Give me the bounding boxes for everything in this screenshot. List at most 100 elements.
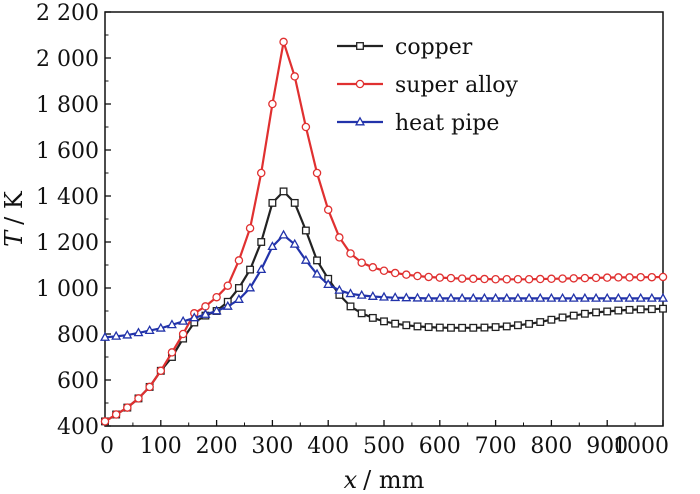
data-point-copper [491, 323, 500, 332]
series-heat-pipe [99, 229, 669, 341]
data-point-super-alloy [502, 275, 512, 284]
data-point-super-alloy [491, 275, 500, 284]
data-point-heat-pipe [222, 300, 233, 310]
data-point-super-alloy [379, 266, 389, 275]
data-point-heat-pipe [122, 329, 133, 339]
x-tick-label: 500 [363, 434, 405, 459]
data-point-copper [357, 309, 366, 318]
data-point-super-alloy [145, 382, 154, 392]
data-point-super-alloy [167, 348, 177, 357]
data-point-copper [290, 198, 299, 207]
data-point-heat-pipe [345, 288, 356, 298]
data-point-super-alloy [435, 273, 445, 282]
y-tick-label: 1 200 [36, 231, 99, 256]
legend-item-copper: copper [337, 35, 473, 60]
legend-marker [355, 79, 365, 89]
y-tick-label: 400 [57, 415, 99, 440]
data-point-super-alloy [368, 263, 378, 272]
series-copper [101, 187, 667, 426]
data-point-super-alloy [212, 292, 221, 302]
y-tick-labels: 400 600 800 1 000 1 200 1 400 1 600 1 800 2 000 2… [36, 1, 99, 440]
data-point-heat-pipe [356, 289, 367, 299]
data-point-super-alloy [402, 270, 411, 279]
data-point-copper [234, 284, 243, 292]
data-point-copper [547, 315, 556, 324]
data-point-copper [413, 322, 422, 331]
data-point-heat-pipe [378, 291, 390, 301]
x-tick-label: 800 [530, 434, 572, 459]
y-tick-label: 1 000 [36, 277, 99, 302]
y-tick-label: 800 [57, 323, 99, 348]
data-point-copper [659, 304, 667, 313]
series-layer [99, 37, 669, 426]
data-point-heat-pipe [166, 319, 177, 329]
data-point-copper [301, 226, 310, 235]
x-tick-label: 300 [251, 434, 293, 459]
data-point-super-alloy [469, 274, 478, 284]
data-point-copper [268, 198, 277, 207]
data-point-super-alloy [134, 394, 143, 403]
data-point-copper [647, 305, 656, 314]
x-tick-label: 400 [307, 434, 349, 459]
x-tick-label: 600 [419, 434, 461, 459]
x-tick-label: 0 [100, 434, 114, 459]
x-axis-var: x [344, 466, 358, 494]
data-point-super-alloy [558, 274, 567, 283]
data-point-super-alloy [424, 272, 433, 282]
data-point-heat-pipe [334, 284, 345, 294]
y-tick-label: 2 200 [36, 1, 99, 26]
data-point-heat-pipe [479, 292, 490, 302]
data-point-heat-pipe [535, 292, 546, 302]
data-point-heat-pipe [501, 292, 512, 302]
data-point-super-alloy [446, 273, 456, 283]
data-point-super-alloy [335, 233, 344, 242]
legend-marker [354, 116, 366, 126]
data-point-copper [368, 313, 377, 322]
data-point-copper [580, 309, 589, 318]
data-point-copper [603, 307, 612, 316]
data-point-copper [625, 305, 634, 314]
data-point-super-alloy [535, 274, 545, 284]
data-point-heat-pipe [591, 292, 602, 302]
data-point-copper [536, 318, 545, 326]
data-point-super-alloy [279, 37, 288, 47]
data-point-super-alloy [602, 273, 612, 282]
data-point-heat-pipe [99, 331, 111, 341]
y-axis-title: T / K [0, 190, 28, 247]
data-point-heat-pipe [312, 268, 323, 278]
x-tick-label: 700 [475, 434, 517, 459]
x-tick-label: 200 [196, 434, 238, 459]
data-point-super-alloy [323, 205, 333, 215]
data-point-heat-pipe [635, 292, 646, 302]
data-point-super-alloy [234, 256, 244, 265]
data-point-super-alloy [178, 329, 188, 339]
series-super-alloy [100, 37, 668, 426]
legend-label: copper [395, 35, 473, 60]
data-point-super-alloy [346, 249, 355, 258]
y-tick-label: 2 000 [36, 47, 99, 72]
legend-label: super alloy [395, 73, 519, 98]
data-point-super-alloy [636, 272, 645, 282]
data-point-copper [513, 321, 522, 330]
data-point-super-alloy [156, 366, 166, 376]
data-point-heat-pipe [457, 292, 468, 302]
data-point-copper [246, 265, 255, 274]
data-point-heat-pipe [524, 292, 535, 302]
data-point-heat-pipe [111, 330, 122, 340]
data-point-copper [502, 322, 511, 331]
data-point-heat-pipe [289, 238, 300, 248]
data-point-super-alloy [569, 274, 578, 283]
legend-item-super-alloy: super alloy [337, 73, 519, 98]
data-point-heat-pipe [602, 292, 613, 302]
data-point-super-alloy [100, 417, 110, 426]
y-tick-label: 1 600 [36, 139, 99, 164]
data-point-heat-pipe [657, 292, 669, 302]
data-point-heat-pipe [178, 315, 189, 325]
y-axis-var: T [0, 229, 28, 247]
data-point-copper [313, 256, 321, 265]
data-point-heat-pipe [468, 292, 479, 302]
data-point-heat-pipe [646, 292, 657, 302]
x-tick-label: 100 [140, 434, 182, 459]
data-point-copper [391, 319, 400, 328]
